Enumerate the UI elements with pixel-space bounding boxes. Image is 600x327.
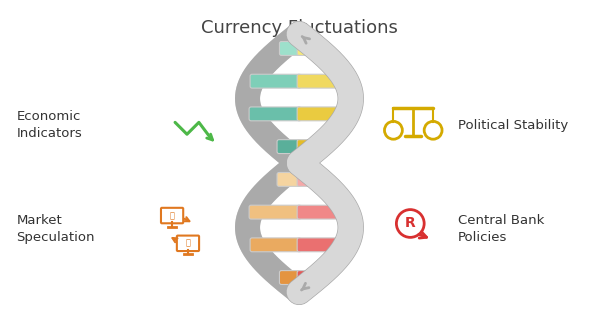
Text: R: R [405, 216, 416, 231]
FancyBboxPatch shape [249, 205, 301, 219]
FancyBboxPatch shape [297, 107, 349, 121]
FancyBboxPatch shape [297, 271, 319, 284]
FancyBboxPatch shape [297, 140, 321, 154]
FancyBboxPatch shape [297, 42, 319, 55]
Text: Market
Speculation: Market Speculation [16, 215, 95, 245]
Text: ₿: ₿ [170, 211, 175, 220]
FancyBboxPatch shape [250, 238, 301, 252]
FancyBboxPatch shape [297, 238, 348, 252]
FancyBboxPatch shape [277, 140, 301, 154]
FancyBboxPatch shape [280, 271, 301, 284]
Text: Currency Fluctuations: Currency Fluctuations [200, 19, 398, 37]
Text: Political Stability: Political Stability [458, 119, 568, 132]
FancyBboxPatch shape [297, 172, 321, 186]
FancyBboxPatch shape [297, 205, 349, 219]
FancyBboxPatch shape [280, 42, 301, 55]
Text: ₿: ₿ [185, 239, 190, 248]
FancyBboxPatch shape [249, 107, 301, 121]
FancyBboxPatch shape [277, 172, 301, 186]
FancyBboxPatch shape [297, 74, 348, 88]
FancyBboxPatch shape [250, 74, 301, 88]
Text: Economic
Indicators: Economic Indicators [16, 110, 82, 140]
Text: Central Bank
Policies: Central Bank Policies [458, 215, 544, 245]
